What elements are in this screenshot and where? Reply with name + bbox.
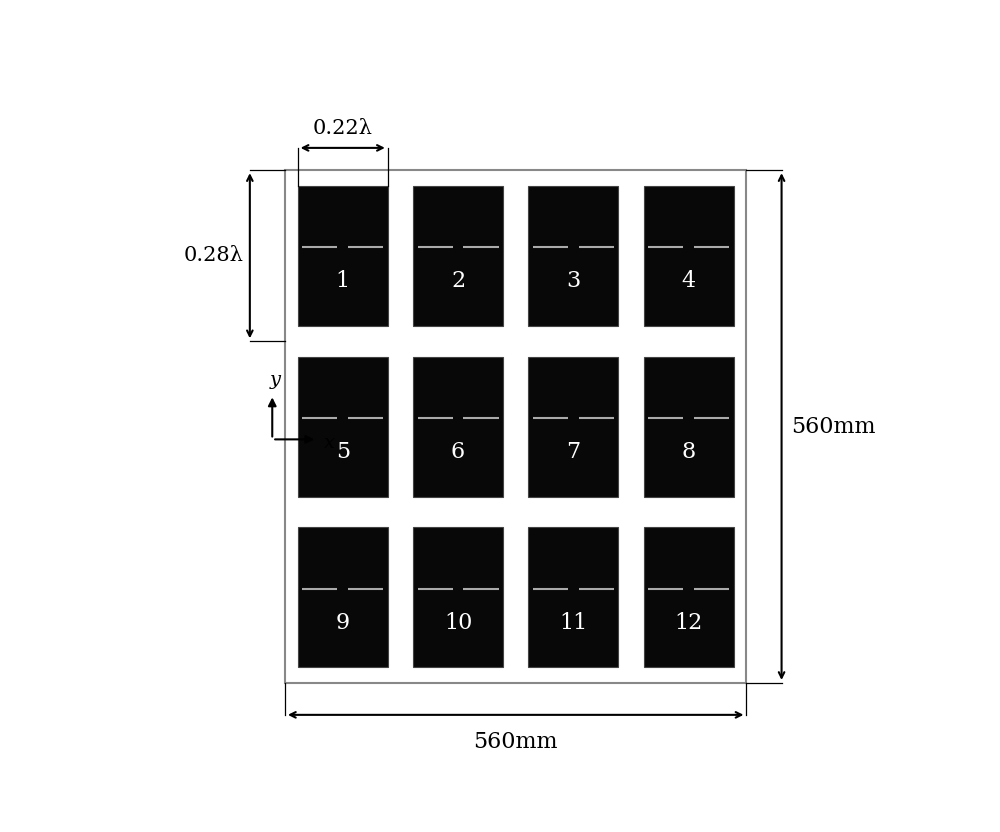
Text: 0.22λ: 0.22λ [313,119,373,138]
Bar [528,527,618,667]
Text: 3: 3 [566,270,580,292]
Bar [298,186,388,326]
Bar [644,357,734,497]
Text: x: x [324,433,335,452]
Text: 8: 8 [682,441,696,463]
Bar [298,527,388,667]
Text: 4: 4 [682,270,696,292]
Bar [644,527,734,667]
Bar [413,186,503,326]
Bar [285,171,746,683]
Bar [413,357,503,497]
Bar [528,357,618,497]
Bar [528,186,618,326]
Text: 560mm: 560mm [473,730,558,753]
Text: 12: 12 [675,612,703,634]
Text: 560mm: 560mm [791,415,876,438]
Text: 7: 7 [566,441,580,463]
Bar [298,357,388,497]
Text: 5: 5 [336,441,350,463]
Text: 6: 6 [451,441,465,463]
Text: 1: 1 [336,270,350,292]
Text: 0.28λ: 0.28λ [183,246,243,265]
Text: 9: 9 [336,612,350,634]
Text: 10: 10 [444,612,472,634]
Text: 11: 11 [559,612,587,634]
Bar [644,186,734,326]
Bar [413,527,503,667]
Text: y: y [270,371,281,389]
Text: 2: 2 [451,270,465,292]
